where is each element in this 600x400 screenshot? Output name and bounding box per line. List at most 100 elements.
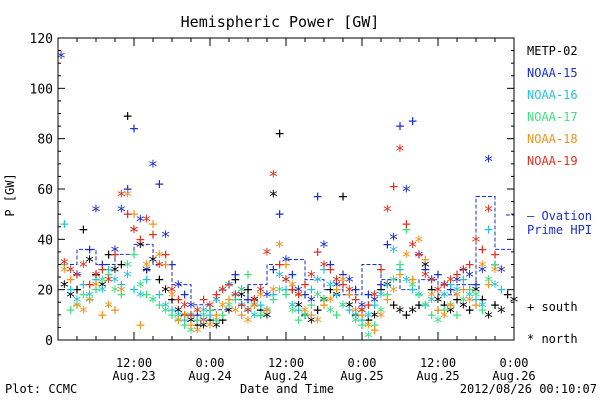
series-noaa-18: ∗++∗+∗+∗+∗∗++∗+∗+∗+∗+∗+∗+∗+∗+∗+∗+∗∗+∗+∗+… bbox=[59, 184, 500, 340]
legend-marker-south: + south bbox=[527, 300, 578, 314]
data-point: ∗ bbox=[370, 290, 380, 310]
data-point: + bbox=[433, 301, 442, 319]
y-tick-label: 60 bbox=[37, 183, 53, 198]
data-point: ∗ bbox=[484, 199, 494, 219]
data-point: + bbox=[408, 271, 417, 289]
data-point: + bbox=[395, 266, 404, 284]
ovation-hpi-line bbox=[58, 196, 515, 311]
data-point: + bbox=[288, 266, 297, 284]
data-point: + bbox=[395, 256, 404, 274]
data-point: ∗ bbox=[275, 234, 285, 254]
data-point: ∗ bbox=[161, 295, 171, 315]
data-point: + bbox=[452, 266, 461, 284]
data-point: + bbox=[104, 245, 113, 263]
data-point: + bbox=[91, 281, 100, 299]
data-point: + bbox=[383, 235, 392, 253]
data-point: ∗ bbox=[224, 300, 234, 320]
series-metp-02: ∗∗++∗+∗+∗++∗∗+∗+∗+∗+∗+∗+∗+∗+∗+∗+∗∗+∗+∗+∗… bbox=[59, 107, 519, 335]
data-point: ∗ bbox=[59, 260, 69, 280]
data-point: ∗ bbox=[116, 184, 126, 204]
x-tick-date-label: Aug.26 bbox=[492, 369, 535, 383]
data-point: ∗ bbox=[72, 265, 82, 285]
data-point: ∗ bbox=[110, 239, 120, 259]
timestamp: 2012/08/26 00:10:07 bbox=[460, 382, 597, 396]
data-point: + bbox=[117, 276, 126, 294]
data-point: + bbox=[129, 281, 138, 299]
data-point: + bbox=[421, 261, 430, 279]
axes: 02040608010012012:00Aug.230:00Aug.2412:0… bbox=[30, 32, 536, 383]
data-point: ∗ bbox=[59, 252, 69, 272]
data-point: + bbox=[104, 261, 113, 279]
data-point: ∗ bbox=[262, 285, 272, 305]
data-point: ∗ bbox=[110, 270, 120, 290]
data-point: + bbox=[376, 276, 385, 294]
data-point: ∗ bbox=[420, 295, 430, 315]
data-point: + bbox=[332, 286, 341, 304]
data-point: + bbox=[345, 286, 354, 304]
data-point: ∗ bbox=[142, 255, 152, 275]
data-point: + bbox=[389, 177, 398, 195]
data-point: + bbox=[85, 276, 94, 294]
data-point: ∗ bbox=[211, 290, 221, 310]
data-point: ∗ bbox=[376, 305, 386, 325]
data-point: + bbox=[91, 266, 100, 284]
legend: — Ovation Prime HPI + south * north METP… bbox=[527, 44, 592, 346]
data-point: + bbox=[389, 296, 398, 314]
data-point: + bbox=[376, 281, 385, 299]
data-point: ∗ bbox=[205, 315, 215, 335]
x-tick-date-label: Aug.23 bbox=[112, 369, 155, 383]
data-point: ∗ bbox=[268, 164, 278, 184]
data-point: + bbox=[446, 296, 455, 314]
data-point: ∗ bbox=[287, 295, 297, 315]
data-point: + bbox=[376, 261, 385, 279]
data-point: + bbox=[174, 311, 183, 329]
data-point: + bbox=[91, 271, 100, 289]
data-point: + bbox=[180, 311, 189, 329]
data-point: ∗ bbox=[427, 285, 437, 305]
legend-entry-noaa-15: NOAA-15 bbox=[527, 66, 578, 80]
data-point: + bbox=[459, 261, 468, 279]
data-point: + bbox=[237, 306, 246, 324]
data-point: + bbox=[231, 291, 240, 309]
data-point: + bbox=[167, 301, 176, 319]
data-point: ∗ bbox=[180, 305, 190, 325]
data-point: + bbox=[205, 301, 214, 319]
data-point: + bbox=[123, 180, 132, 198]
data-point: ∗ bbox=[154, 244, 164, 264]
data-point: ∗ bbox=[376, 300, 386, 320]
data-point: ∗ bbox=[452, 280, 462, 300]
data-point: ∗ bbox=[414, 244, 424, 264]
data-point: + bbox=[319, 291, 328, 309]
data-point: + bbox=[129, 120, 138, 138]
data-point: ∗ bbox=[313, 285, 323, 305]
data-point: ∗ bbox=[427, 270, 437, 290]
x-tick-date-label: Aug.25 bbox=[340, 369, 383, 383]
data-point: ∗ bbox=[370, 285, 380, 305]
data-point: + bbox=[319, 261, 328, 279]
data-point: + bbox=[281, 281, 290, 299]
plot-credit: Plot: CCMC bbox=[5, 382, 77, 396]
data-point: + bbox=[471, 291, 480, 309]
data-point: ∗ bbox=[357, 300, 367, 320]
data-point: ∗ bbox=[446, 300, 456, 320]
legend-entry-noaa-19: NOAA-19 bbox=[527, 154, 578, 168]
data-point: + bbox=[332, 306, 341, 324]
data-point: + bbox=[148, 225, 157, 243]
data-point: ∗ bbox=[135, 209, 145, 229]
data-point: ∗ bbox=[262, 300, 272, 320]
data-point: ∗ bbox=[91, 199, 101, 219]
data-point: ∗ bbox=[496, 300, 506, 320]
data-point: + bbox=[256, 306, 265, 324]
data-point: + bbox=[503, 286, 512, 304]
data-point: ∗ bbox=[325, 275, 335, 295]
data-point: + bbox=[243, 281, 252, 299]
data-point: ∗ bbox=[401, 244, 411, 264]
data-point: + bbox=[243, 266, 252, 284]
data-point: ∗ bbox=[382, 275, 392, 295]
data-point: ∗ bbox=[161, 300, 171, 320]
data-point: + bbox=[484, 276, 493, 294]
data-point: + bbox=[180, 286, 189, 304]
data-point: + bbox=[433, 301, 442, 319]
data-point: ∗ bbox=[148, 290, 158, 310]
data-point: ∗ bbox=[465, 285, 475, 305]
